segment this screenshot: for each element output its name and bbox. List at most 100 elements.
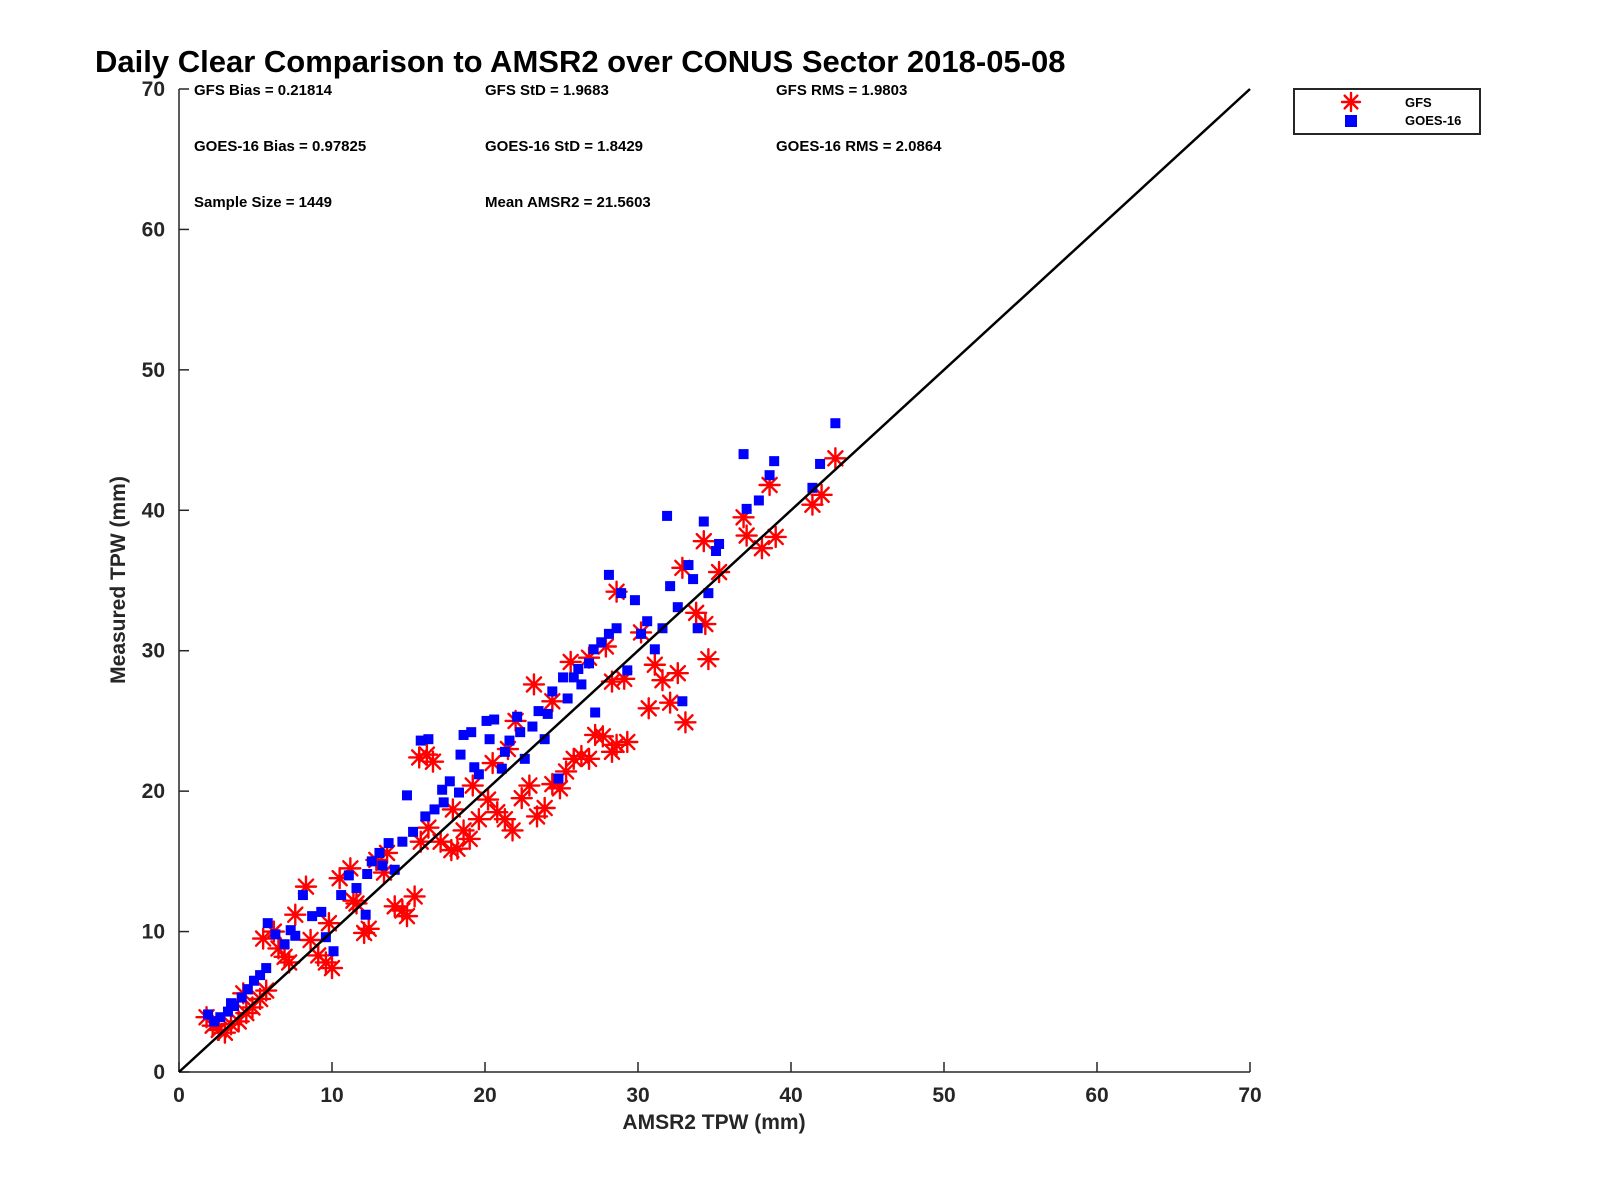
gfs-point bbox=[446, 837, 469, 860]
gfs-point bbox=[577, 747, 601, 771]
x-tick-label: 0 bbox=[173, 1084, 185, 1107]
asterisk-stroke bbox=[496, 810, 514, 828]
stat-gfs-std: GFS StD = 1.9683 bbox=[485, 82, 609, 99]
asterisk-stroke bbox=[700, 650, 717, 668]
goes16-point bbox=[351, 883, 362, 894]
goes16-point bbox=[466, 727, 477, 738]
gfs-point bbox=[458, 827, 481, 851]
asterisk-stroke bbox=[1343, 94, 1359, 110]
asterisk-stroke bbox=[504, 822, 521, 839]
gfs-point bbox=[616, 730, 639, 754]
asterisk-stroke bbox=[449, 840, 466, 857]
asterisk-stroke bbox=[398, 907, 416, 925]
goes16-point bbox=[764, 470, 775, 481]
goes16-point bbox=[519, 753, 530, 764]
goes16-point bbox=[576, 679, 587, 690]
stat-mean-amsr2: Mean AMSR2 = 21.5603 bbox=[485, 194, 651, 211]
asterisk-stroke bbox=[464, 777, 482, 794]
goes16-point bbox=[769, 456, 780, 467]
asterisk-stroke bbox=[521, 777, 538, 794]
gfs-point bbox=[684, 601, 708, 624]
goes16-point bbox=[504, 735, 515, 746]
gfs-point bbox=[533, 796, 556, 820]
stat-sample-size: Sample Size = 1449 bbox=[194, 194, 332, 211]
goes16-point bbox=[683, 560, 694, 571]
goes16-point bbox=[336, 890, 347, 901]
goes16-point bbox=[553, 773, 564, 784]
asterisk-stroke bbox=[536, 799, 553, 817]
goes16-point bbox=[429, 804, 440, 815]
y-axis-label: Measured TPW (mm) bbox=[107, 476, 130, 684]
goes16-point bbox=[662, 510, 673, 521]
goes16-point bbox=[527, 721, 538, 732]
goes16-point bbox=[438, 797, 449, 808]
asterisk-stroke bbox=[619, 733, 636, 751]
goes16-point bbox=[248, 975, 259, 986]
goes16-point bbox=[665, 581, 676, 592]
goes16-point bbox=[672, 602, 683, 613]
gfs-point bbox=[403, 885, 426, 908]
gfs-point bbox=[666, 661, 689, 685]
x-tick-label: 60 bbox=[1085, 1084, 1108, 1107]
x-tick-label: 50 bbox=[932, 1084, 955, 1107]
goes16-point bbox=[636, 628, 647, 639]
asterisk-stroke bbox=[710, 563, 728, 581]
gfs-point bbox=[518, 774, 541, 797]
goes16-point bbox=[290, 930, 301, 941]
goes16-point bbox=[469, 762, 480, 773]
gfs-point bbox=[284, 903, 307, 926]
goes16-point bbox=[753, 495, 764, 506]
goes16-point bbox=[603, 628, 614, 639]
goes16-point bbox=[262, 918, 273, 929]
asterisk-stroke bbox=[813, 486, 830, 504]
goes16-point bbox=[343, 870, 354, 881]
goes16-point bbox=[539, 734, 550, 745]
x-tick-label: 10 bbox=[320, 1084, 343, 1107]
gfs-point bbox=[692, 529, 715, 553]
goes16-point bbox=[389, 864, 400, 875]
legend-gfs-label: GFS bbox=[1405, 95, 1432, 110]
asterisk-stroke bbox=[767, 528, 784, 546]
asterisk-stroke bbox=[479, 791, 497, 808]
x-axis-label: AMSR2 TPW (mm) bbox=[622, 1111, 805, 1134]
goes16-point bbox=[215, 1012, 226, 1023]
asterisk-stroke bbox=[525, 676, 543, 693]
y-tick-label: 20 bbox=[142, 780, 165, 803]
goes16-point bbox=[596, 637, 607, 648]
gfs-point bbox=[824, 447, 847, 470]
gfs-point bbox=[674, 711, 697, 734]
asterisk-stroke bbox=[461, 830, 478, 848]
asterisk-stroke bbox=[375, 864, 393, 881]
gfs-point bbox=[707, 560, 731, 584]
goes16-point bbox=[226, 998, 237, 1009]
goes16-point bbox=[562, 693, 573, 704]
stat-gfs-rms: GFS RMS = 1.9803 bbox=[776, 82, 907, 99]
gfs-point bbox=[637, 697, 660, 720]
goes16-point bbox=[328, 946, 339, 957]
gfs-point bbox=[735, 524, 758, 547]
goes16-point bbox=[270, 929, 281, 940]
asterisk-stroke bbox=[443, 841, 460, 859]
goes16-point bbox=[408, 826, 419, 837]
goes16-point bbox=[496, 763, 507, 774]
goes16-point bbox=[714, 538, 725, 549]
asterisk-stroke bbox=[640, 700, 657, 717]
goes16-point bbox=[533, 706, 544, 717]
goes16-point bbox=[209, 1016, 220, 1027]
gfs-point bbox=[273, 945, 296, 969]
x-tick-label: 40 bbox=[779, 1084, 802, 1107]
goes16-point bbox=[458, 729, 469, 740]
gfs-point bbox=[697, 647, 720, 671]
gfs-point bbox=[467, 808, 491, 831]
asterisk-stroke bbox=[424, 753, 442, 770]
y-tick-label: 70 bbox=[142, 78, 165, 101]
gfs-point bbox=[651, 669, 674, 692]
asterisk-stroke bbox=[444, 801, 462, 818]
stat-goes-std: GOES-16 StD = 1.8429 bbox=[485, 138, 643, 155]
gfs-point bbox=[501, 819, 524, 842]
goes16-point bbox=[573, 663, 584, 674]
goes16-point bbox=[649, 644, 660, 655]
asterisk-stroke bbox=[323, 959, 341, 977]
legend-asterisk bbox=[1340, 91, 1362, 113]
asterisk-stroke bbox=[360, 920, 377, 938]
